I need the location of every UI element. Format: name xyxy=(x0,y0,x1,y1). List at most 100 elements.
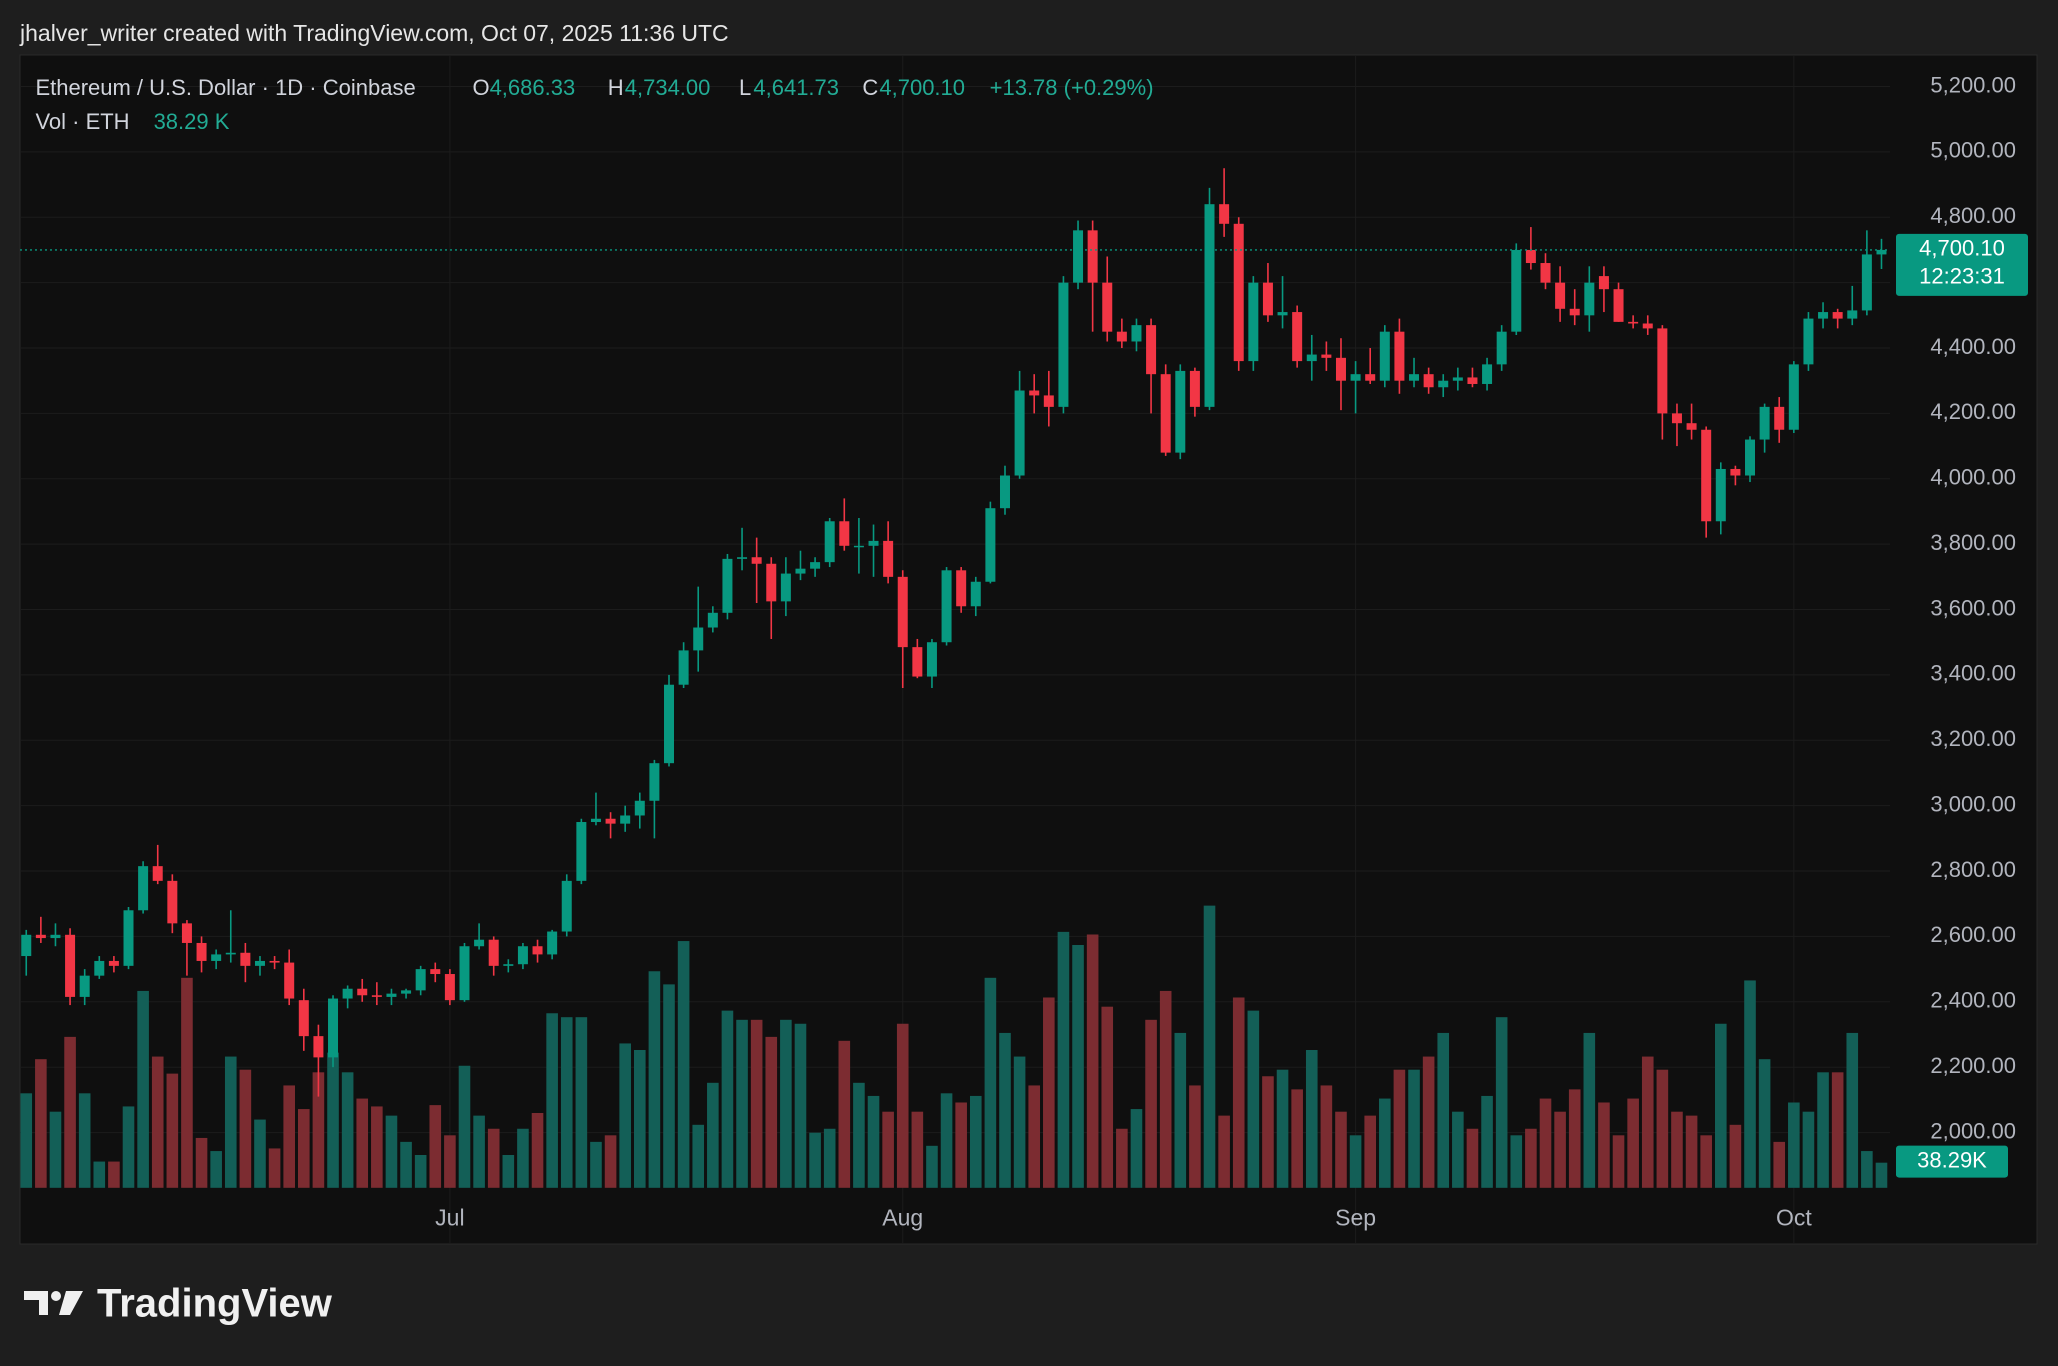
volume-bar xyxy=(1028,1085,1041,1188)
candle-body xyxy=(1438,380,1449,388)
candle-body xyxy=(1540,263,1551,283)
volume-bar xyxy=(1086,934,1099,1188)
chart-panel xyxy=(19,54,2038,1245)
volume-bar xyxy=(239,1069,252,1188)
candle-body xyxy=(138,866,149,911)
volume-bar xyxy=(108,1161,120,1188)
candle-body xyxy=(1379,331,1390,381)
volume-bar xyxy=(166,1073,179,1188)
candle-body xyxy=(1671,413,1682,424)
candle-body xyxy=(342,988,353,999)
volume-bar xyxy=(809,1132,821,1188)
volume-bar xyxy=(1232,997,1245,1188)
volume-bar xyxy=(1364,1115,1376,1188)
candle-body xyxy=(459,946,470,1001)
volume-badge-value: 38.29K xyxy=(1917,1147,1987,1172)
volume-bar xyxy=(1043,997,1055,1188)
volume-bar xyxy=(633,1050,646,1188)
volume-bar xyxy=(940,1093,953,1188)
candle-body xyxy=(1759,406,1770,440)
candle-body xyxy=(1335,357,1346,381)
volume-bar xyxy=(517,1128,529,1188)
candle-body xyxy=(1277,312,1288,316)
candle-body xyxy=(1160,374,1171,453)
volume-bar xyxy=(911,1111,924,1188)
volume-bar xyxy=(1554,1111,1566,1188)
volume-bar xyxy=(1013,1056,1026,1188)
y-tick-label: 4,200.00 xyxy=(1930,399,2016,424)
candle-body xyxy=(1686,423,1697,430)
candle-body xyxy=(985,508,996,582)
candle-body xyxy=(1058,282,1069,407)
legend-high-key: H xyxy=(608,75,624,100)
volume-bar xyxy=(955,1102,967,1188)
candle-body xyxy=(1365,374,1376,381)
volume-bar xyxy=(78,1093,91,1188)
volume-bar xyxy=(1627,1098,1639,1188)
volume-bar xyxy=(604,1135,617,1188)
candle-body xyxy=(1628,321,1639,324)
candle-body xyxy=(590,818,601,823)
volume-bar xyxy=(224,1056,237,1188)
volume-bar xyxy=(1437,1032,1450,1188)
candle-body xyxy=(883,540,894,577)
volume-bar xyxy=(1305,1050,1318,1188)
price-badge xyxy=(1896,233,2028,296)
volume-bar xyxy=(546,1013,558,1188)
volume-bar xyxy=(736,1019,748,1188)
candle-body xyxy=(284,962,295,999)
volume-bar xyxy=(1466,1128,1479,1188)
candle-body xyxy=(1102,282,1113,332)
volume-bar xyxy=(575,1017,588,1188)
volume-bar xyxy=(473,1115,485,1188)
volume-bar xyxy=(1452,1111,1464,1188)
candle-body xyxy=(620,815,631,824)
brand: TradingView xyxy=(97,1282,333,1326)
y-tick-label: 3,000.00 xyxy=(1930,791,2016,816)
candle-body xyxy=(970,581,981,607)
volume-bar xyxy=(969,1095,982,1188)
candle-body xyxy=(926,642,937,677)
candle-body xyxy=(430,969,441,975)
volume-bar xyxy=(1831,1072,1844,1188)
candle-body xyxy=(1774,406,1785,430)
volume-bar xyxy=(1744,980,1756,1188)
volume-bar xyxy=(49,1111,62,1188)
brand-logo xyxy=(24,1291,83,1315)
volume-bar xyxy=(1685,1115,1698,1188)
candle-body xyxy=(1146,325,1157,375)
candle-body xyxy=(35,934,46,939)
candle-body xyxy=(532,946,543,955)
volume-bar xyxy=(1262,1076,1274,1188)
volume-bar xyxy=(1714,1023,1727,1188)
x-tick-label: Oct xyxy=(1776,1204,1812,1230)
volume-bar xyxy=(780,1019,792,1188)
volume-bar xyxy=(1072,945,1084,1188)
y-tick-label: 3,600.00 xyxy=(1930,595,2016,620)
candle-body xyxy=(1730,468,1741,476)
candle-body xyxy=(780,573,791,602)
candle-body xyxy=(181,923,192,943)
volume-bar xyxy=(590,1141,602,1188)
banner: jhalver_writer created with TradingView.… xyxy=(19,20,729,46)
candle-body xyxy=(1701,429,1712,522)
volume-bar xyxy=(1758,1059,1771,1188)
legend-close-key: C xyxy=(862,75,878,100)
candle-body xyxy=(999,475,1010,509)
candle-body xyxy=(371,995,382,997)
legend-high: 4,734.00 xyxy=(625,75,711,100)
candle-body xyxy=(1292,312,1303,362)
legend-low-key: L xyxy=(739,75,751,100)
y-tick-label: 2,000.00 xyxy=(1930,1118,2016,1143)
volume-bar xyxy=(1641,1056,1654,1188)
volume-bar xyxy=(1320,1085,1333,1188)
volume-bar xyxy=(283,1085,295,1188)
candle-body xyxy=(1613,289,1624,322)
candle-body xyxy=(1204,204,1215,407)
candle-body xyxy=(1598,276,1609,290)
candle-body xyxy=(1467,377,1478,384)
legend-change: +13.78 (+0.29%) xyxy=(990,75,1154,100)
candle-body xyxy=(1189,370,1200,407)
volume-bar xyxy=(1788,1102,1800,1188)
